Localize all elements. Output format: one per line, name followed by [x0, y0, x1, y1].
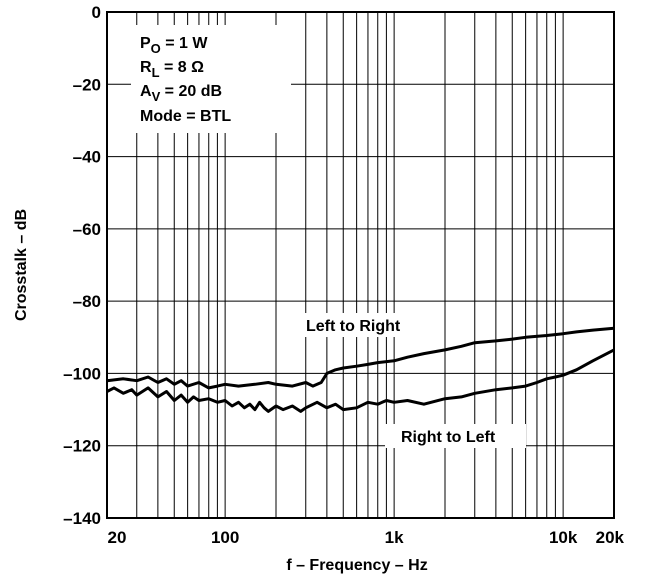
condition-mode: Mode = BTL	[140, 108, 231, 125]
y-tick-label: –40	[73, 148, 101, 167]
condition-load-resistance-value: = 8 Ω	[160, 59, 205, 76]
series-layer	[106, 326, 615, 413]
y-tick-label: –80	[73, 292, 101, 311]
condition-output-power-symbol: P	[140, 35, 151, 52]
condition-load-resistance-subscript: L	[152, 65, 160, 80]
y-tick-label: –140	[63, 509, 101, 528]
right-to-left-label: Right to Left	[385, 424, 526, 448]
series-right-to-left-line	[106, 348, 615, 413]
x-tick-label: 20k	[596, 528, 625, 547]
condition-voltage-gain-symbol: A	[140, 83, 152, 100]
condition-output-power-subscript: O	[151, 41, 161, 56]
x-tick-label: 1k	[385, 528, 404, 547]
y-tick-label: –100	[63, 364, 101, 383]
condition-load-resistance: RL = 8 Ω	[140, 59, 204, 80]
y-tick-label: –60	[73, 220, 101, 239]
y-tick-label: –20	[73, 75, 101, 94]
right-to-left-label-text: Right to Left	[401, 429, 496, 446]
condition-output-power-value: = 1 W	[161, 35, 209, 52]
x-tick-label: 20	[108, 528, 127, 547]
y-tick-labels: 0 –20 –40 –60 –80 –100 –120 –140	[63, 3, 101, 528]
x-tick-label: 10k	[549, 528, 578, 547]
conditions-box-background	[131, 25, 291, 133]
plot-frame	[106, 11, 615, 519]
condition-voltage-gain-subscript: V	[152, 89, 161, 104]
left-to-right-label-text: Left to Right	[306, 318, 401, 335]
condition-output-power: PO = 1 W	[140, 35, 208, 56]
y-tick-label: 0	[92, 3, 101, 22]
condition-voltage-gain: AV = 20 dB	[140, 83, 222, 104]
y-axis-title: Crosstalk – dB	[13, 209, 30, 321]
left-to-right-label-background	[301, 313, 436, 337]
conditions-box: PO = 1 W RL = 8 Ω AV = 20 dB Mode = BTL	[131, 25, 291, 133]
x-tick-label: 100	[211, 528, 239, 547]
x-axis-title: f – Frequency – Hz	[286, 557, 427, 574]
condition-load-resistance-symbol: R	[140, 59, 152, 76]
right-to-left-label-background	[385, 424, 526, 448]
x-tick-labels: 20 100 1k 10k 20k	[108, 528, 625, 547]
left-to-right-label: Left to Right	[301, 313, 436, 337]
condition-voltage-gain-value: = 20 dB	[160, 83, 222, 100]
series-left-to-right-line	[106, 326, 615, 390]
y-tick-label: –120	[63, 437, 101, 456]
